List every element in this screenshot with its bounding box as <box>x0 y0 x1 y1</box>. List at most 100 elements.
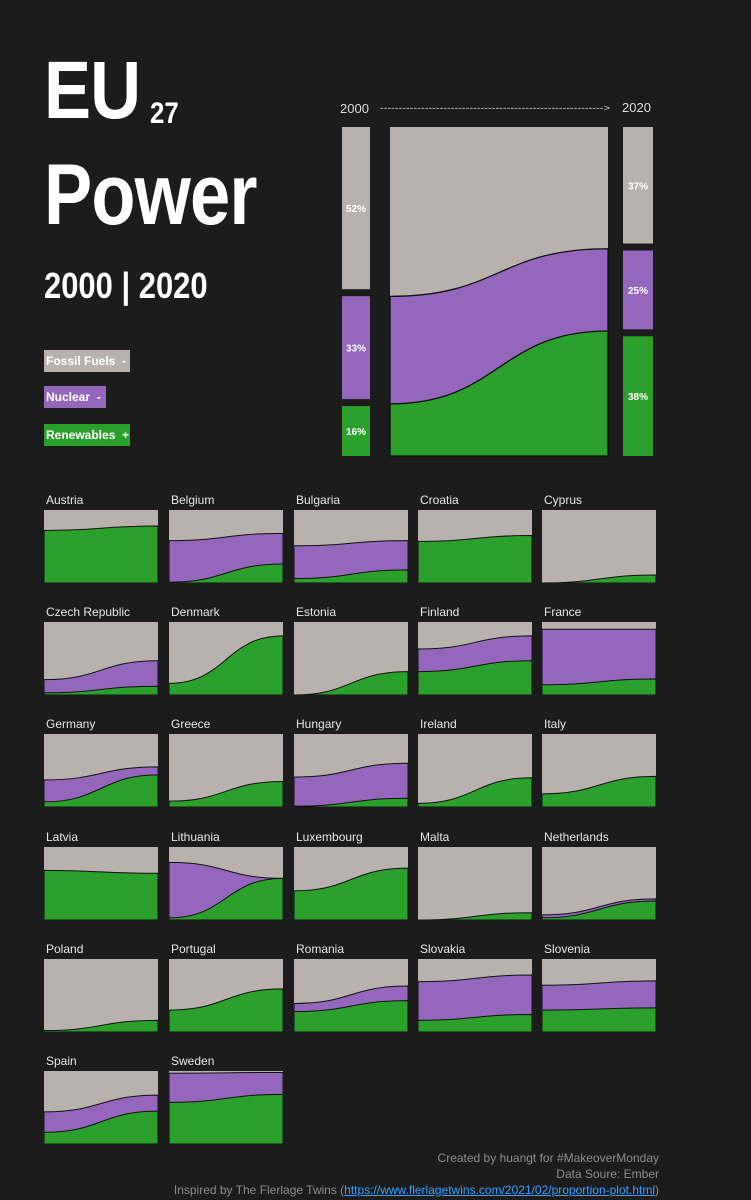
footer-inspired-prefix: Inspired by The Flerlage Twins ( <box>173 1183 345 1197</box>
area-nuclear-france <box>542 628 656 696</box>
area-renewables-czech-republic <box>44 685 158 696</box>
bar-end-fossil <box>623 127 653 244</box>
panel-title-italy: Italy <box>544 717 567 732</box>
panel-chart-france <box>542 622 656 696</box>
main-end-year: 2020 <box>622 100 651 115</box>
panel-title-portugal: Portugal <box>171 941 216 956</box>
panel-title-cyprus: Cyprus <box>544 493 583 507</box>
footer-data-source: Data Soure: Ember <box>556 1167 659 1181</box>
area-nuclear-czech-republic <box>44 660 158 696</box>
panel-title-spain: Spain <box>46 1054 77 1068</box>
footer-credit: Created by huangt for #MakeoverMonday <box>437 1151 659 1165</box>
panel-title-sweden: Sweden <box>171 1054 215 1068</box>
area-renewables-ireland <box>418 777 532 808</box>
panel-chart-bulgaria <box>294 510 408 583</box>
label-end-nuclear: 25% <box>628 286 648 297</box>
area-renewables-lithuania <box>169 877 283 920</box>
panel-title-poland: Poland <box>46 941 84 956</box>
panel-title-slovenia: Slovenia <box>544 941 591 956</box>
legend-fossil-fuels[interactable]: Fossil Fuels - <box>44 350 130 372</box>
area-renewables-greece <box>169 781 283 808</box>
panel-chart-portugal <box>169 958 283 1032</box>
main-start-year: 2000 <box>340 101 369 116</box>
panel-title-estonia: Estonia <box>296 605 337 620</box>
panel-chart-malta <box>418 846 532 920</box>
panel-title-denmark: Denmark <box>171 605 220 620</box>
area-renewables-malta <box>418 911 532 920</box>
area-renewables-croatia <box>418 535 532 583</box>
panel-chart-latvia <box>44 846 158 920</box>
area-renewables-denmark <box>169 635 283 696</box>
label-end-renewables: 38% <box>628 392 648 403</box>
legend-nuclear-label: Nuclear <box>46 390 91 404</box>
title-power: Power <box>44 147 257 243</box>
panel-chart-luxembourg <box>294 846 408 920</box>
title-eu: EU <box>44 45 141 136</box>
panel-title-malta: Malta <box>420 829 450 844</box>
area-fossil-poland <box>44 958 158 1032</box>
area-renewables-portugal <box>169 988 283 1032</box>
label-start-fossil: 52% <box>346 204 366 215</box>
area-renewables-latvia <box>44 869 158 920</box>
area-renewables-cyprus <box>542 574 656 583</box>
area-renewables-finland <box>418 660 532 696</box>
flow-renewables <box>389 330 609 457</box>
panel-title-bulgaria: Bulgaria <box>296 493 341 507</box>
area-renewables-spain <box>44 1110 158 1144</box>
panel-chart-slovenia <box>542 958 656 1032</box>
timeline-arrow: ----------------------------------------… <box>380 103 610 113</box>
panel-title-germany: Germany <box>46 717 96 732</box>
area-fossil-cyprus <box>542 510 656 583</box>
area-renewables-estonia <box>294 671 408 696</box>
area-renewables-netherlands <box>542 900 656 920</box>
panel-chart-netherlands <box>542 846 656 920</box>
area-renewables-bulgaria <box>294 569 408 583</box>
panel-chart-finland <box>418 622 532 696</box>
panel-chart-hungary <box>294 734 408 808</box>
area-renewables-hungary <box>294 798 408 808</box>
area-renewables-france <box>542 678 656 696</box>
panel-chart-italy <box>542 734 656 808</box>
panel-title-netherlands: Netherlands <box>544 829 609 844</box>
area-renewables-slovakia <box>418 1013 532 1032</box>
area-renewables-sweden <box>169 1093 283 1144</box>
panel-chart-lithuania <box>169 846 283 920</box>
bar-start-nuclear <box>342 296 370 400</box>
footer-inspired: Inspired by The Flerlage Twins (https://… <box>174 1183 659 1197</box>
panel-title-slovakia: Slovakia <box>420 941 466 956</box>
footer-inspired-link[interactable]: https://www.flerlagetwins.com/2021/02/pr… <box>344 1183 655 1197</box>
main-proportion-chart: 52% 33% 16% 37% 25% 38% ----------------------… <box>342 103 653 457</box>
panel-chart-greece <box>169 734 283 808</box>
area-renewables-romania <box>294 999 408 1032</box>
legend-fossil-trend: - <box>122 354 127 368</box>
panel-chart-cyprus <box>542 510 656 583</box>
area-renewables-slovenia <box>542 1007 656 1032</box>
area-renewables-luxembourg <box>294 867 408 920</box>
panel-chart-germany <box>44 734 158 808</box>
panel-title-luxembourg: Luxembourg <box>296 829 363 844</box>
bar-end-renewables <box>623 336 653 456</box>
panel-chart-denmark <box>169 622 283 696</box>
area-fossil-malta <box>418 846 532 920</box>
label-end-fossil: 37% <box>628 181 648 192</box>
panel-chart-sweden <box>169 1071 283 1144</box>
panel-chart-belgium <box>169 510 283 583</box>
panel-title-austria: Austria <box>46 493 84 507</box>
panel-title-latvia: Latvia <box>46 829 79 844</box>
legend-renewables[interactable]: Renewables + <box>44 424 130 446</box>
panel-title-croatia: Croatia <box>420 493 459 507</box>
panel-title-ireland: Ireland <box>420 717 457 732</box>
area-renewables-italy <box>542 776 656 808</box>
panel-chart-spain <box>44 1071 158 1144</box>
bar-end-nuclear <box>623 250 653 330</box>
panel-title-hungary: Hungary <box>296 717 342 732</box>
legend-nuclear[interactable]: Nuclear - <box>44 386 106 408</box>
panel-chart-poland <box>44 958 158 1032</box>
panel-chart-estonia <box>294 622 408 696</box>
panel-chart-ireland <box>418 734 532 808</box>
panel-title-finland: Finland <box>420 605 460 620</box>
area-renewables-belgium <box>169 563 283 583</box>
panel-title-lithuania: Lithuania <box>171 829 220 844</box>
area-nuclear-hungary <box>294 763 408 808</box>
area-renewables-germany <box>44 774 158 808</box>
